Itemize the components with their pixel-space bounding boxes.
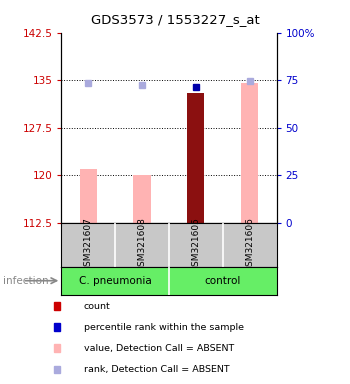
Text: GSM321605: GSM321605 [191, 217, 200, 272]
Text: GSM321608: GSM321608 [138, 217, 146, 272]
Bar [133, 175, 150, 223]
Bar [241, 83, 258, 223]
Bar [187, 93, 204, 223]
Text: percentile rank within the sample: percentile rank within the sample [84, 323, 244, 332]
Text: infection: infection [4, 276, 49, 286]
Text: GSM321607: GSM321607 [84, 217, 93, 272]
Bar [79, 169, 97, 223]
Text: GDS3573 / 1553227_s_at: GDS3573 / 1553227_s_at [91, 13, 259, 26]
Text: GSM321606: GSM321606 [245, 217, 254, 272]
Text: value, Detection Call = ABSENT: value, Detection Call = ABSENT [84, 344, 234, 353]
Text: control: control [204, 276, 241, 286]
Text: rank, Detection Call = ABSENT: rank, Detection Call = ABSENT [84, 365, 230, 374]
Text: count: count [84, 301, 111, 311]
Text: C. pneumonia: C. pneumonia [79, 276, 152, 286]
